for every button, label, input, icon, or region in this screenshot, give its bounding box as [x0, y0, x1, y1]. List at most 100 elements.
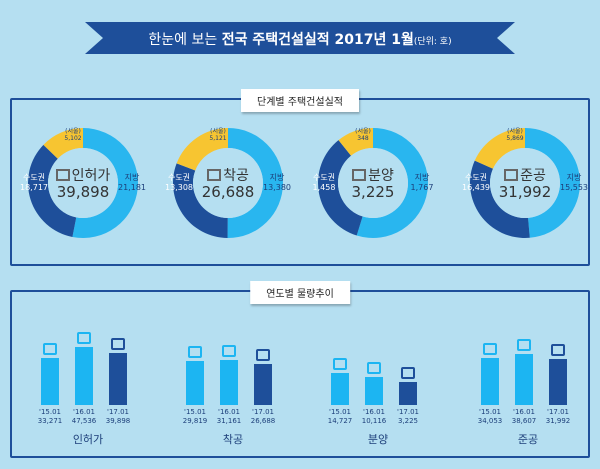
slice-local [227, 128, 284, 238]
seoul-value: 5,869 [506, 135, 524, 142]
local-value: 15,553 [560, 183, 588, 192]
bar-label: '17.01 3,225 [391, 408, 425, 426]
donut-3: 준공 31,992 지방 15,553 수도권 16,439 (서울) 5,869 [462, 125, 588, 241]
bar [186, 361, 204, 405]
bar [365, 376, 383, 405]
donut-hole [193, 148, 263, 218]
bar-category: '15.01 [479, 408, 501, 416]
bar-value: 14,727 [327, 417, 353, 425]
buildings-icon [504, 169, 519, 181]
bar-category: '17.01 [252, 408, 274, 416]
capital-label: 수도권 18,717 [17, 173, 51, 193]
bar-value: 29,819 [182, 417, 208, 425]
local-label: 지방 15,553 [557, 173, 591, 193]
bar-category: '15.01 [39, 408, 61, 416]
stage-title: 준공 [467, 165, 583, 185]
bar-value: 47,536 [71, 417, 97, 425]
local-name: 지방 [414, 173, 430, 182]
bar-label: '15.01 29,819 [178, 408, 212, 426]
stage-title-text: 분양 [368, 168, 394, 184]
bar-value: 33,271 [37, 417, 63, 425]
bar-label: '17.01 31,992 [541, 408, 575, 426]
seoul-label: (서울) 5,102 [61, 128, 85, 142]
bar-group-3: '15.01 34,053 '16.01 38,607 '17.01 31,992 준공 [473, 300, 583, 450]
group-name: 준공 [517, 433, 539, 446]
crane-icon [207, 169, 222, 181]
local-label: 지방 21,181 [115, 173, 149, 193]
title-unit: (단위: 호) [413, 37, 452, 47]
bar-label: '17.01 39,898 [101, 408, 135, 426]
stage-total: 39,898 [56, 183, 110, 201]
capital-name: 수도권 [167, 173, 191, 182]
slice-capital [28, 144, 77, 237]
local-label: 지방 13,380 [260, 173, 294, 193]
slice-seoul [43, 128, 83, 159]
bar-category: '16.01 [363, 408, 385, 416]
bar [331, 373, 349, 405]
group-name: 착공 [222, 433, 244, 446]
document-pen-icon [111, 338, 125, 351]
bar-category: '15.01 [329, 408, 351, 416]
trend-section: 연도별 물량추이 [10, 281, 590, 458]
group-name: 분양 [367, 433, 389, 446]
bar-value: 31,992 [545, 417, 571, 425]
bar-label: '15.01 14,727 [323, 408, 357, 426]
page-title: 한눈에 보는 전국 주택건설실적 2017년 1월(단위: 호) [85, 29, 515, 49]
title-main: 전국 주택건설실적 2017년 1월 [221, 32, 414, 48]
crane-icon [222, 345, 236, 358]
capital-label: 수도권 16,439 [459, 173, 493, 193]
bar-category: '17.01 [547, 408, 569, 416]
local-name: 지방 [566, 173, 582, 182]
bar-category: '16.01 [218, 408, 240, 416]
capital-name: 수도권 [464, 173, 488, 182]
slice-capital [318, 140, 363, 236]
seoul-value: 348 [357, 135, 369, 142]
slice-local [525, 128, 580, 238]
stage-title: 분양 [315, 165, 431, 185]
section-label: 연도별 물량추이 [250, 281, 350, 304]
bar-value: 31,161 [216, 417, 242, 425]
capital-name: 수도권 [22, 173, 46, 182]
donut-1: 착공 26,688 지방 13,380 수도권 13,308 (서울) 5,121 [165, 125, 291, 241]
bar-group-0: '15.01 33,271 '16.01 47,536 '17.01 39,898 인허… [33, 300, 143, 450]
bar-value: 34,053 [477, 417, 503, 425]
seoul-name: (서울) [355, 128, 371, 135]
seoul-label: (서울) 348 [351, 128, 375, 142]
stage-section: 단계별 주택건설실적 [10, 89, 590, 266]
capital-name: 수도권 [312, 173, 336, 182]
local-name: 지방 [124, 173, 140, 182]
title-prefix: 한눈에 보는 [148, 32, 222, 48]
donut-hole [338, 148, 408, 218]
bar-group-2: '15.01 14,727 '16.01 10,116 '17.01 3,225 분양 [323, 300, 433, 450]
bar-label: '16.01 10,116 [357, 408, 391, 426]
seoul-name: (서울) [507, 128, 523, 135]
bar-value: 3,225 [397, 417, 419, 425]
crane-icon [188, 346, 202, 359]
crane-icon [256, 348, 270, 361]
bar [515, 354, 533, 405]
sale-board-icon [401, 367, 415, 380]
local-value: 13,380 [263, 183, 291, 192]
buildings-icon [517, 339, 531, 352]
bar [75, 346, 93, 405]
donut-2: 분양 3,225 지방 1,767 수도권 1,458 (서울) 348 [313, 125, 433, 241]
seoul-label: (서울) 5,121 [206, 128, 230, 142]
slice-capital [173, 163, 228, 238]
capital-value: 16,439 [462, 183, 490, 192]
bar-category: '17.01 [397, 408, 419, 416]
bar-value: 26,688 [250, 417, 276, 425]
local-label: 지방 1,767 [405, 173, 439, 193]
seoul-name: (서울) [210, 128, 226, 135]
document-pen-icon [43, 343, 57, 356]
bar-category: '17.01 [107, 408, 129, 416]
stage-total: 26,688 [201, 183, 255, 201]
document-pen-icon [77, 331, 91, 344]
ribbon-shape [85, 22, 515, 54]
bar-label: '15.01 34,053 [473, 408, 507, 426]
slice-seoul [176, 128, 228, 171]
stage-title-text: 준공 [520, 168, 546, 184]
bar-label: '15.01 33,271 [33, 408, 67, 426]
bar [220, 360, 238, 405]
sale-board-icon [333, 358, 347, 371]
bar-label: '16.01 38,607 [507, 408, 541, 426]
